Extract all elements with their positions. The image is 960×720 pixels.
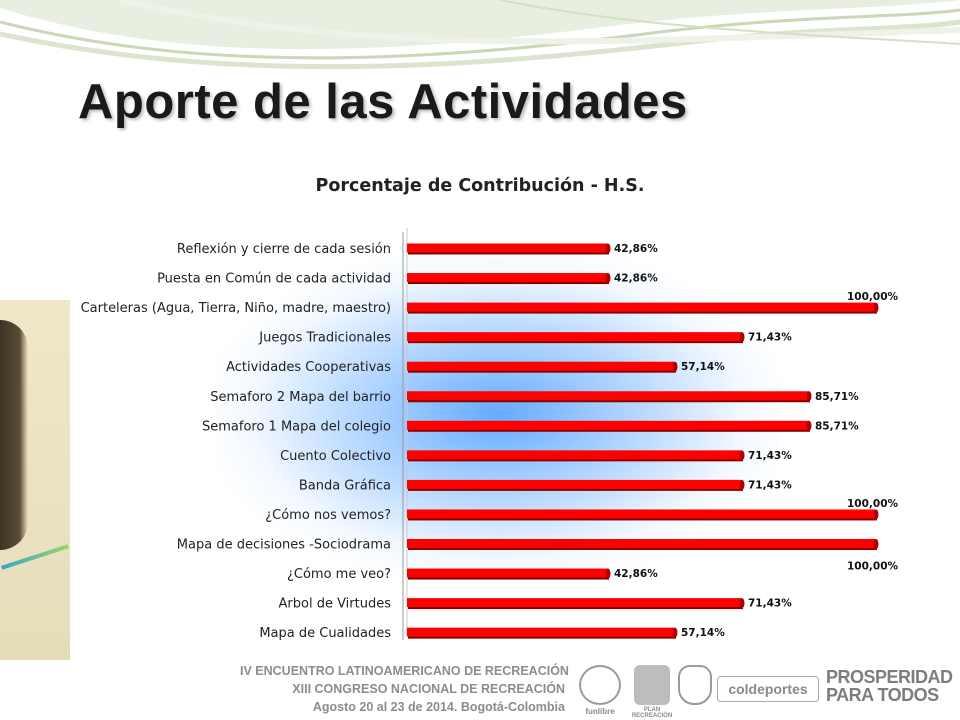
bar-cap [873, 509, 879, 520]
bar-cap [739, 598, 745, 609]
category-label: Actividades Cooperativas [226, 360, 391, 375]
bar-cap [873, 539, 879, 549]
data-label: 42,86% [614, 243, 658, 255]
slide-title: Aporte de las Actividades [78, 75, 688, 129]
chart-title: Porcentaje de Contribución - H.S. [315, 176, 645, 196]
bar-cap [739, 450, 745, 461]
category-label: Semaforo 1 Mapa del colegio [202, 419, 391, 434]
category-label: Carteleras (Agua, Tierra, Niño, madre, m… [81, 301, 391, 316]
data-label: 71,43% [748, 479, 792, 491]
bar [407, 450, 743, 460]
bar [407, 568, 609, 578]
bar [407, 539, 876, 548]
data-label: 100,00% [847, 561, 899, 573]
bar-cap [739, 479, 745, 490]
category-label: Arbol de Virtudes [279, 597, 392, 612]
bar-cap [806, 391, 812, 402]
footer-line-1: IV ENCUENTRO LATINOAMERICANO DE RECREACI… [240, 664, 569, 678]
bar-cap [873, 302, 879, 313]
data-label: 100,00% [847, 498, 899, 510]
bar [407, 479, 743, 489]
coldeportes-logo: coldeportes [717, 676, 819, 702]
bar-cap [605, 568, 611, 579]
data-label: 71,43% [748, 598, 792, 610]
funlibre-icon [579, 665, 621, 705]
bar [407, 509, 876, 519]
data-label: 71,43% [748, 450, 792, 462]
bar-cap [605, 243, 611, 254]
data-label: 57,14% [681, 627, 725, 639]
data-label: 57,14% [681, 361, 725, 373]
category-label: ¿Cómo me veo? [287, 567, 391, 582]
plan-recreacion-icon [634, 665, 670, 705]
bar [407, 361, 675, 371]
data-label: 85,71% [815, 420, 859, 432]
bar-cap [672, 627, 678, 638]
header-wave-decoration [0, 0, 960, 70]
funlibre-logo: funlibre [573, 665, 627, 716]
category-label: Banda Gráfica [299, 478, 391, 493]
footer-line-3: Agosto 20 al 23 de 2014. Bogotá-Colombia [312, 700, 565, 714]
category-label: Puesta en Común de cada actividad [157, 272, 391, 287]
category-label: Mapa de decisiones -Sociodrama [177, 538, 391, 553]
category-label: ¿Cómo nos vemos? [265, 508, 391, 523]
bar-cap [605, 273, 611, 284]
bar [407, 332, 743, 342]
data-label: 85,71% [815, 391, 859, 403]
bar [407, 243, 609, 253]
data-label: 42,86% [614, 273, 658, 285]
event-footer: IV ENCUENTRO LATINOAMERICANO DE RECREACI… [240, 662, 569, 716]
bar [407, 273, 609, 283]
prosperidad-line-2: PARA TODOS [826, 685, 939, 705]
bar [407, 302, 876, 312]
category-label: Mapa de Cualidades [259, 626, 391, 641]
shield-icon [678, 665, 712, 705]
bar-cap [739, 332, 745, 343]
data-label: 100,00% [847, 291, 899, 303]
plan-recreacion-logo: PLAN RECREACIÓN [630, 665, 674, 719]
bar [407, 391, 809, 401]
data-label: 42,86% [614, 568, 658, 580]
category-label: Semaforo 2 Mapa del barrio [210, 390, 391, 405]
bar [407, 627, 675, 637]
bar-cap [672, 361, 678, 372]
category-label: Juegos Tradicionales [258, 331, 391, 346]
data-label: 71,43% [748, 332, 792, 344]
coat-of-arms-logo [678, 665, 712, 705]
category-label: Cuento Colectivo [280, 449, 391, 464]
footer-line-2: XIII CONGRESO NACIONAL DE RECREACIÓN [292, 682, 565, 696]
prosperidad-line-1: PROSPERIDAD [826, 667, 953, 687]
bar-cap [806, 420, 812, 431]
bar [407, 420, 809, 430]
category-label: Reflexión y cierre de cada sesión [177, 242, 391, 257]
hair-graphic [0, 320, 28, 550]
prosperidad-logo: PROSPERIDAD PARA TODOS [826, 668, 956, 704]
bar [407, 598, 743, 608]
left-photo-decoration [0, 300, 70, 660]
